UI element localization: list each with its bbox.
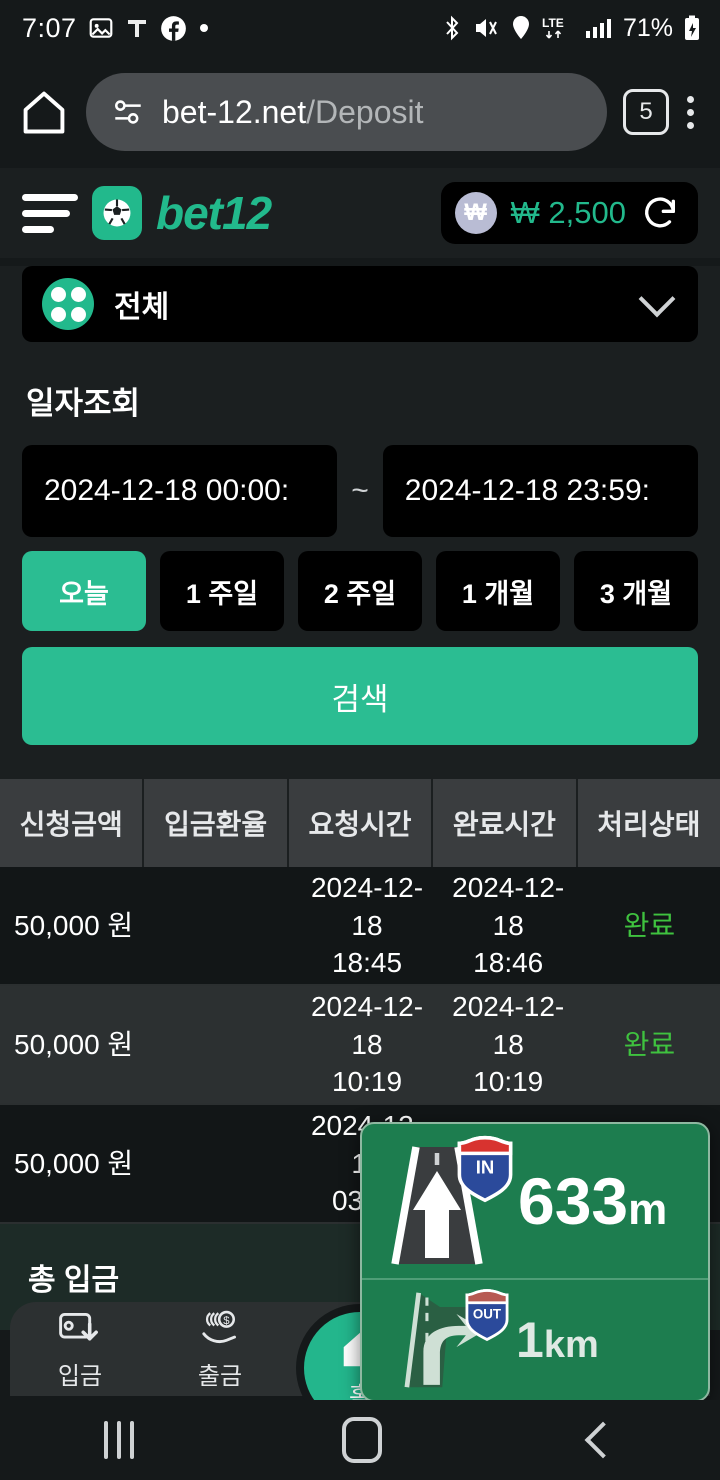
svg-text:LTE: LTE xyxy=(542,16,564,30)
cell-request-time: 2024-12-18 18:45 xyxy=(296,869,437,982)
quick-range-1week[interactable]: 1 주일 xyxy=(160,551,284,631)
column-header-status: 처리상태 xyxy=(597,809,701,840)
quick-range-today[interactable]: 오늘 xyxy=(22,551,146,631)
notification-dot-icon xyxy=(198,22,210,34)
battery-charging-icon xyxy=(682,14,702,42)
svg-text:IN: IN xyxy=(476,1156,495,1177)
request-date: 2024-12-18 xyxy=(310,990,424,1060)
android-nav-bar xyxy=(0,1400,720,1480)
svg-text:$: $ xyxy=(223,1315,230,1327)
t-app-icon xyxy=(125,15,149,41)
category-label: 전체 xyxy=(114,291,170,324)
column-header-request-time: 요청시간 xyxy=(289,779,434,867)
balance-amount: ₩ 2,500 xyxy=(510,195,626,230)
date-range-row: 2024-12-18 00:00: ~ 2024-12-18 23:59: xyxy=(22,445,698,537)
kebab-menu-icon[interactable] xyxy=(679,95,702,129)
cell-complete-time: 2024-12-18 18:46 xyxy=(438,869,579,982)
brand-group: bet12 xyxy=(22,186,272,240)
nav-secondary-instruction: OUT 1km xyxy=(362,1280,708,1400)
location-icon xyxy=(510,14,532,42)
complete-date: 2024-12-18 xyxy=(452,871,565,941)
url-host: bet-12.net xyxy=(162,93,307,130)
won-coin-icon: ₩ xyxy=(454,192,497,234)
highway-shield-in-icon: IN xyxy=(448,1132,522,1206)
status-right-group: LTE 71% xyxy=(440,14,702,43)
complete-time: 10:19 xyxy=(473,1066,544,1098)
total-deposit-label: 총 입금 xyxy=(28,1264,120,1297)
tune-icon[interactable] xyxy=(110,98,146,126)
cell-amount: 50,000 원 xyxy=(14,909,134,941)
nav-secondary-distance: 1km xyxy=(516,1311,599,1368)
lte-icon: LTE xyxy=(541,14,575,42)
start-date-input[interactable]: 2024-12-18 00:00: xyxy=(22,445,338,537)
back-chevron-icon[interactable] xyxy=(584,1421,622,1459)
nav-primary-distance: 633m xyxy=(518,1163,668,1238)
search-button[interactable]: 검색 xyxy=(22,647,698,745)
bottom-nav-withdraw[interactable]: $ 출금 xyxy=(150,1308,290,1391)
complete-time: 18:46 xyxy=(473,947,544,979)
status-clock: 7:07 xyxy=(22,12,77,43)
hand-coins-withdraw-icon: $ xyxy=(197,1308,243,1350)
android-status-bar: 7:07 LTE 71% xyxy=(0,0,720,56)
column-header-complete-time: 완료시간 xyxy=(433,779,578,867)
quick-range-2week[interactable]: 2 주일 xyxy=(298,551,422,631)
quick-range-buttons: 오늘 1 주일 2 주일 1 개월 3 개월 xyxy=(22,551,698,631)
quick-range-3month[interactable]: 3 개월 xyxy=(574,551,698,631)
cell-status: 완료 xyxy=(579,1026,720,1064)
logo-text[interactable]: bet12 xyxy=(156,187,272,239)
nav-primary-instruction: IN 633m xyxy=(362,1124,708,1280)
status-badge: 완료 xyxy=(623,1028,676,1060)
date-range-separator: ~ xyxy=(351,474,369,507)
request-time: 18:45 xyxy=(331,947,403,979)
signal-icon xyxy=(584,15,612,41)
grid-dots-icon xyxy=(42,278,94,330)
table-row[interactable]: 50,000 원 2024-12-18 18:45 2024-12-18 18:… xyxy=(0,867,720,986)
bottom-nav-deposit[interactable]: 입금 xyxy=(10,1308,150,1391)
highway-shield-out-icon: OUT xyxy=(458,1286,516,1344)
status-badge: 완료 xyxy=(623,909,676,941)
complete-date: 2024-12-18 xyxy=(452,990,565,1060)
soccer-ball-icon xyxy=(92,186,142,240)
url-text: bet-12.net/Deposit xyxy=(162,94,424,131)
url-path: /Deposit xyxy=(306,93,424,130)
request-time: 10:19 xyxy=(331,1066,403,1098)
column-header-amount: 신청금액 xyxy=(0,779,145,867)
cell-amount: 50,000 원 xyxy=(14,1028,134,1060)
table-header-row: 신청금액 입금환율 요청시간 완료시간 처리상태 xyxy=(0,779,720,867)
image-icon xyxy=(88,15,114,41)
chevron-down-icon[interactable] xyxy=(638,280,676,318)
home-square-icon[interactable] xyxy=(342,1417,382,1463)
cell-amount: 50,000 원 xyxy=(14,1147,134,1179)
site-header: bet12 ₩ ₩ 2,500 xyxy=(0,168,720,258)
balance-pill[interactable]: ₩ ₩ 2,500 xyxy=(440,182,698,244)
recents-icon[interactable] xyxy=(104,1421,134,1459)
quick-range-1month[interactable]: 1 개월 xyxy=(436,551,560,631)
cell-request-time: 2024-12-18 10:19 xyxy=(296,988,437,1101)
facebook-icon xyxy=(160,15,187,42)
bottom-nav-deposit-label: 입금 xyxy=(57,1362,103,1390)
battery-percent-label: 71% xyxy=(622,13,673,42)
browser-toolbar: bet-12.net/Deposit 5 xyxy=(0,56,720,168)
hamburger-icon[interactable] xyxy=(22,193,78,233)
request-date: 2024-12-18 xyxy=(310,871,424,941)
cell-status: 완료 xyxy=(579,907,720,945)
svg-text:OUT: OUT xyxy=(473,1306,502,1321)
wallet-deposit-icon xyxy=(57,1308,103,1350)
tab-switcher-button[interactable]: 5 xyxy=(623,89,669,135)
column-header-rate: 입금환율 xyxy=(144,779,289,867)
bluetooth-icon xyxy=(440,14,464,42)
end-date-input[interactable]: 2024-12-18 23:59: xyxy=(382,445,698,537)
bottom-nav-withdraw-label: 출금 xyxy=(197,1362,243,1390)
table-row[interactable]: 50,000 원 2024-12-18 10:19 2024-12-18 10:… xyxy=(0,986,720,1105)
category-dropdown[interactable]: 전체 xyxy=(22,266,698,342)
status-left-group: 7:07 xyxy=(22,13,210,44)
cell-complete-time: 2024-12-18 10:19 xyxy=(438,988,579,1101)
home-icon[interactable] xyxy=(18,86,70,138)
navigation-overlay-widget[interactable]: IN 633m OUT 1km xyxy=(360,1122,710,1402)
date-search-title: 일자조회 xyxy=(26,386,141,421)
url-bar[interactable]: bet-12.net/Deposit xyxy=(86,73,607,151)
mute-icon xyxy=(473,15,501,41)
refresh-icon[interactable] xyxy=(640,193,680,233)
